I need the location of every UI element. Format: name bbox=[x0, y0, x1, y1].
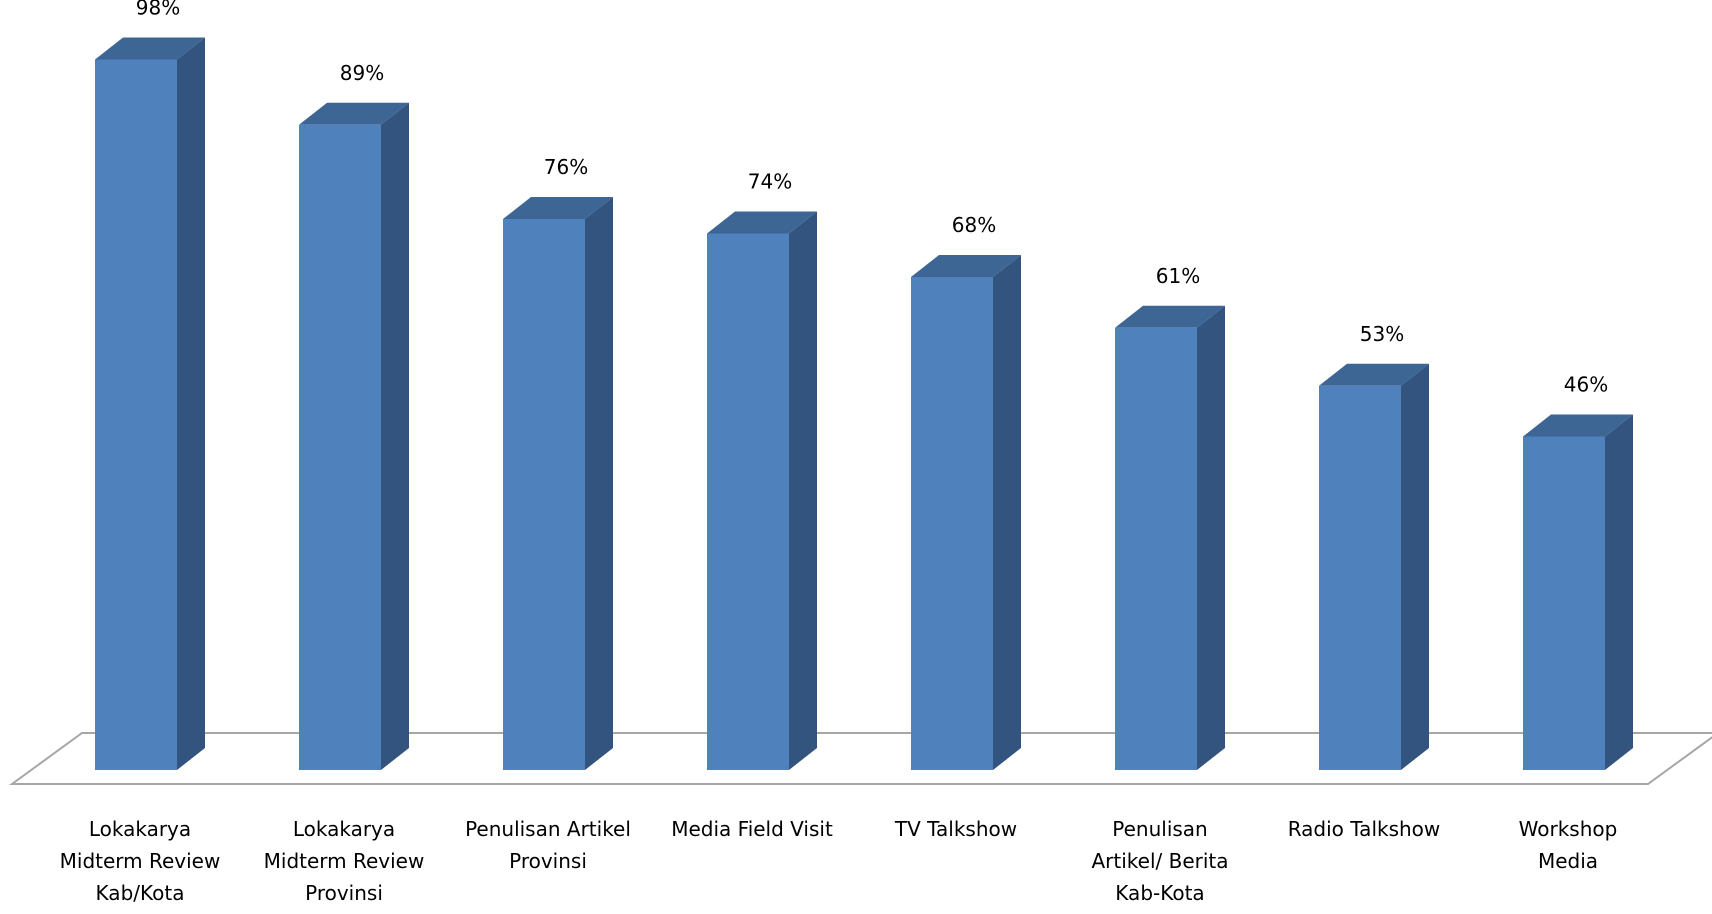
category-label-line: Midterm Review bbox=[60, 849, 221, 873]
data-label: 74% bbox=[748, 170, 792, 194]
category-label-line: Provinsi bbox=[509, 849, 587, 873]
bar bbox=[1115, 305, 1225, 770]
floor-plane bbox=[8, 732, 1712, 785]
category-label-line: Workshop bbox=[1519, 817, 1618, 841]
bar bbox=[95, 37, 205, 770]
category-label-line: Midterm Review bbox=[264, 849, 425, 873]
category-label-line: Penulisan bbox=[1112, 817, 1207, 841]
category-label-line: Media Field Visit bbox=[671, 817, 833, 841]
bar-top-face bbox=[299, 102, 409, 125]
bar-side-face bbox=[789, 211, 817, 770]
category-label: Lokakarya Midterm Review Kab/Kota bbox=[60, 817, 221, 905]
bar-top-face bbox=[95, 37, 205, 60]
data-label: 68% bbox=[952, 213, 996, 237]
bar-side-face bbox=[381, 102, 409, 770]
category-label: Radio Talkshow bbox=[1288, 817, 1441, 841]
category-label-line: Artikel/ Berita bbox=[1091, 849, 1228, 873]
category-label-line: Lokakarya bbox=[89, 817, 191, 841]
bar bbox=[299, 102, 409, 770]
data-label: 53% bbox=[1360, 322, 1404, 346]
category-label-line: Provinsi bbox=[305, 881, 383, 905]
data-label: 89% bbox=[340, 61, 384, 85]
category-label: Lokakarya Midterm Review Provinsi bbox=[264, 817, 425, 905]
bar bbox=[911, 255, 1021, 770]
bar-front-face bbox=[95, 59, 177, 770]
bar-top-face bbox=[1523, 414, 1633, 437]
category-label-line: Media bbox=[1538, 849, 1598, 873]
category-label: Media Field Visit bbox=[671, 817, 833, 841]
data-label: 61% bbox=[1156, 264, 1200, 288]
bar bbox=[707, 211, 817, 770]
bar-top-face bbox=[503, 197, 613, 219]
bar-front-face bbox=[1523, 436, 1605, 770]
chart-floor bbox=[8, 732, 1712, 785]
category-label-line: Penulisan Artikel bbox=[465, 817, 631, 841]
category-label: Penulisan Artikel/ Berita Kab-Kota bbox=[1091, 817, 1228, 905]
bar-top-face bbox=[1319, 363, 1429, 386]
data-label: 76% bbox=[544, 155, 588, 179]
bar-side-face bbox=[1197, 305, 1225, 770]
bar-side-face bbox=[177, 37, 205, 770]
data-label: 98% bbox=[136, 0, 180, 20]
bar bbox=[503, 197, 613, 770]
bar-top-face bbox=[1115, 305, 1225, 328]
category-label-line: Lokakarya bbox=[293, 817, 395, 841]
bar-front-face bbox=[503, 219, 585, 770]
category-label-line: Kab/Kota bbox=[96, 881, 185, 905]
bar-top-face bbox=[707, 211, 817, 234]
category-label-line: Kab-Kota bbox=[1115, 881, 1204, 905]
bar-side-face bbox=[1605, 414, 1633, 770]
category-label: TV Talkshow bbox=[894, 817, 1017, 841]
category-label: Penulisan Artikel Provinsi bbox=[465, 817, 631, 873]
bars-group bbox=[95, 37, 1633, 770]
bar-front-face bbox=[1115, 327, 1197, 770]
data-label: 46% bbox=[1564, 373, 1608, 397]
category-label-line: Radio Talkshow bbox=[1288, 817, 1441, 841]
bar-front-face bbox=[707, 233, 789, 770]
data-labels-group: 98% 89% 76% 74% 68% 61% 53% 46% bbox=[136, 0, 1608, 397]
bar-front-face bbox=[299, 124, 381, 770]
bar bbox=[1523, 414, 1633, 770]
category-label: Workshop Media bbox=[1519, 817, 1618, 873]
bar-side-face bbox=[585, 197, 613, 770]
bar-top-face bbox=[911, 255, 1021, 277]
category-labels-group: Lokakarya Midterm Review Kab/KotaLokakarya… bbox=[60, 817, 1618, 905]
bar-side-face bbox=[993, 255, 1021, 770]
bar-front-face bbox=[1319, 385, 1401, 770]
category-label-line: TV Talkshow bbox=[894, 817, 1017, 841]
bar-side-face bbox=[1401, 363, 1429, 770]
bar bbox=[1319, 363, 1429, 770]
bar-front-face bbox=[911, 277, 993, 770]
